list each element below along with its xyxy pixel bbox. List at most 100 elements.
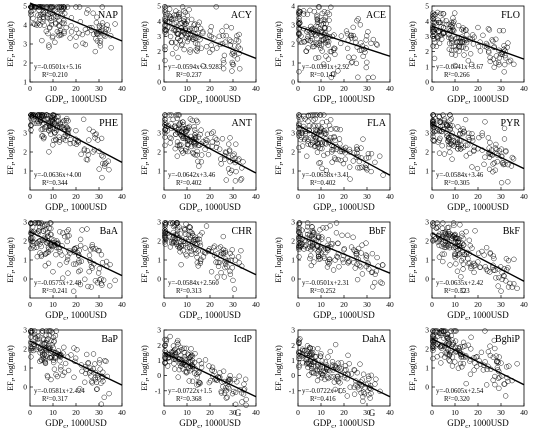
scatter-point <box>301 39 307 45</box>
scatter-point <box>164 351 170 357</box>
scatter-point <box>202 357 209 363</box>
scatter-point <box>345 232 351 238</box>
scatter-point <box>177 244 183 250</box>
scatter-point <box>443 121 449 127</box>
scatter-point <box>98 135 105 142</box>
x-tick-label: 30 <box>363 192 371 201</box>
scatter-point <box>347 176 353 182</box>
scatter-point <box>50 4 57 10</box>
scatter-point <box>447 125 453 131</box>
scatter-point <box>191 22 197 28</box>
scatter-point <box>43 340 50 346</box>
y-tick-label: 1 <box>425 256 429 265</box>
panel-title: BghiP <box>495 334 520 345</box>
scatter-point <box>487 54 493 61</box>
x-tick-label: 20 <box>206 192 214 201</box>
scatter-point <box>100 160 106 167</box>
scatter-point <box>235 38 242 44</box>
y-axis-label-sub: r <box>145 55 151 57</box>
scatter-point <box>343 28 350 34</box>
scatter-point <box>76 258 82 264</box>
scatter-point <box>71 288 77 294</box>
scatter-point <box>36 220 42 226</box>
scatter-point <box>49 342 55 348</box>
scatter-point <box>86 269 92 275</box>
scatter-point <box>463 142 469 148</box>
x-tick-label: 0 <box>162 84 166 93</box>
r-squared: R²=0.416 <box>310 396 336 403</box>
scatter-point <box>449 156 455 162</box>
scatter-panel-icdp: 0 10 20 30 40-10123IcdPy=-0.0722x+1.5R²=0.36… <box>140 326 260 430</box>
scatter-point <box>430 28 436 35</box>
scatter-point <box>28 346 34 352</box>
scatter-point <box>490 38 496 44</box>
x-tick-label: 30 <box>95 408 103 417</box>
y-axis-label: EFr, log(mg/t) <box>6 21 17 67</box>
scatter-point <box>461 128 467 134</box>
regression-line <box>163 352 257 398</box>
scatter-point <box>208 269 215 275</box>
scatter-point <box>169 350 176 356</box>
scatter-point <box>301 348 307 354</box>
scatter-point <box>321 247 327 253</box>
x-axis-label: GDPc, 1000USD <box>179 418 241 430</box>
scatter-point <box>164 128 171 134</box>
scatter-point <box>37 358 43 365</box>
panel-title: DahA <box>362 334 387 345</box>
scatter-point <box>197 258 204 264</box>
scatter-point <box>51 366 58 372</box>
scatter-point <box>318 37 325 43</box>
scatter-point <box>481 161 487 167</box>
scatter-point <box>323 119 330 125</box>
scatter-point <box>221 378 227 385</box>
scatter-point <box>46 225 52 231</box>
scatter-point <box>304 153 310 159</box>
x-axis-label-unit: , 1000USD <box>200 94 241 104</box>
scatter-point <box>437 119 443 125</box>
scatter-point <box>194 260 200 266</box>
x-tick-label: 40 <box>118 192 126 201</box>
scatter-point <box>206 379 212 386</box>
scatter-point <box>172 351 178 357</box>
scatter-point <box>370 284 376 290</box>
scatter-point <box>313 32 319 39</box>
y-axis-label-unit: , log(mg/t) <box>408 21 417 56</box>
x-axis-label-main: GDP <box>45 418 63 428</box>
scatter-point <box>175 54 181 61</box>
x-axis-label-sub: c <box>465 315 468 322</box>
scatter-point <box>222 39 228 45</box>
regression-line <box>29 113 123 163</box>
scatter-point <box>369 251 375 257</box>
scatter-point <box>332 156 339 162</box>
x-axis-label-main: GDP <box>179 202 197 212</box>
scatter-point <box>107 283 113 289</box>
r-squared: R²=0.210 <box>42 72 68 79</box>
scatter-point <box>185 142 192 148</box>
scatter-point <box>317 145 323 152</box>
scatter-points <box>162 112 246 184</box>
scatter-point <box>40 133 46 139</box>
scatter-point <box>194 48 200 54</box>
scatter-point <box>229 157 236 163</box>
scatter-point <box>217 244 224 250</box>
r-squared: R²=0.402 <box>176 180 202 187</box>
scatter-point <box>33 346 39 353</box>
scatter-point <box>503 148 509 154</box>
scatter-point <box>339 146 345 152</box>
regression-line <box>297 352 391 398</box>
scatter-point <box>179 148 185 154</box>
regression-equation: y=-0.0575x+2.48 <box>34 280 82 287</box>
scatter-panel-fla: 0 10 20 30 40123FLAy=-0.0658x+3.41R²=0.402GD… <box>274 112 394 214</box>
y-axis-label-unit: , log(mg/t) <box>6 129 15 164</box>
scatter-point <box>511 256 517 262</box>
scatter-point <box>48 15 54 21</box>
x-axis-label: GDPc, 1000USD <box>45 310 107 322</box>
scatter-point <box>41 223 48 229</box>
scatter-point <box>297 336 303 342</box>
scatter-point <box>318 351 324 357</box>
x-axis-label-sub: c <box>331 99 334 106</box>
scatter-point <box>482 359 488 365</box>
y-tick-label: 2 <box>23 345 27 354</box>
x-axis-label: GDPc, 1000USD <box>447 94 509 106</box>
scatter-point <box>457 39 463 46</box>
